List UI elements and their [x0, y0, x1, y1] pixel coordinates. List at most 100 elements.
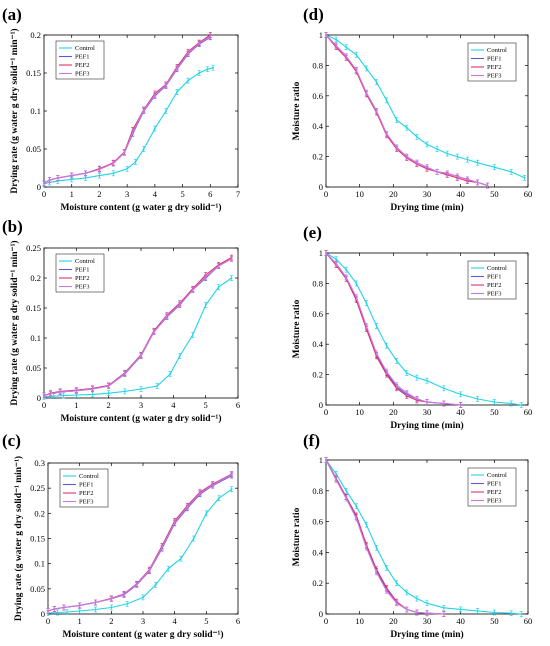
x-tick-label: 3	[139, 400, 143, 410]
y-tick-label: 0.2	[312, 152, 323, 162]
data-point	[493, 611, 496, 614]
data-point	[140, 354, 142, 357]
data-point	[62, 606, 65, 609]
y-tick-label: 0	[319, 400, 323, 410]
data-point	[345, 55, 348, 58]
data-point	[375, 81, 378, 84]
data-point	[476, 181, 479, 184]
series-line-pef1	[325, 34, 488, 187]
x-tick-label: 4	[153, 189, 158, 199]
x-tick-label: 40	[456, 407, 465, 417]
y-tick-label: 0.3	[34, 458, 45, 468]
data-point	[375, 546, 378, 549]
data-point	[198, 42, 201, 45]
data-point	[91, 388, 94, 390]
data-point	[110, 598, 113, 600]
y-tick-label: 0.25	[30, 483, 45, 493]
x-tick-label: 5	[204, 616, 208, 626]
data-point	[173, 521, 176, 524]
data-point	[204, 275, 207, 278]
y-tick-label: 0.2	[34, 508, 45, 518]
y-axis-label: Moisture ratio	[292, 81, 302, 140]
legend-label: PEF2	[79, 490, 93, 497]
data-point	[405, 608, 408, 611]
data-point	[49, 392, 52, 395]
data-point	[405, 126, 408, 129]
data-point	[456, 175, 459, 178]
x-tick-label: 10	[355, 407, 364, 417]
data-point	[59, 391, 62, 393]
data-point	[43, 394, 45, 397]
data-point	[56, 611, 59, 614]
legend-label: Control	[487, 265, 507, 272]
data-point	[98, 174, 101, 177]
x-tick-label: 30	[423, 189, 432, 199]
data-point	[230, 488, 233, 491]
x-tick-label: 20	[389, 189, 398, 199]
panel-letter: (c)	[2, 431, 21, 450]
data-point	[365, 546, 368, 549]
data-point	[70, 174, 73, 177]
data-point	[211, 484, 214, 487]
legend-label: Control	[487, 47, 507, 54]
y-tick-label: 0.6	[312, 517, 323, 527]
data-point	[75, 394, 78, 396]
legend-box	[59, 468, 109, 508]
y-axis-label: Drying rate (g water g dry solid⁻¹ min⁻¹…	[9, 240, 20, 405]
data-point	[84, 172, 87, 175]
y-tick-label: 1	[319, 30, 323, 40]
series-line-pef3	[325, 459, 444, 615]
data-point	[47, 610, 49, 612]
x-axis-label: Drying time (min)	[390, 202, 463, 213]
data-point	[375, 571, 378, 574]
y-tick-label: 0.8	[312, 278, 323, 288]
chart-panel-a: (a) 0 1 2 3 4 5 6 7 0 0.05 0.1 0.15 0.2 Moisture conte…	[2, 5, 240, 213]
data-point	[78, 610, 81, 612]
data-point	[325, 34, 327, 36]
data-point	[426, 379, 428, 382]
legend-label: PEF2	[487, 282, 501, 289]
legend-label: Control	[75, 258, 95, 265]
data-point	[395, 360, 398, 362]
x-tick-label: 60	[524, 616, 533, 626]
data-point	[355, 505, 358, 508]
data-point	[335, 472, 337, 475]
data-point	[365, 67, 368, 70]
data-point	[365, 325, 368, 327]
y-tick-label: 0.2	[30, 273, 41, 283]
data-point	[134, 161, 137, 163]
legend-label: PEF3	[487, 498, 501, 505]
data-point	[84, 176, 87, 179]
x-tick-label: 20	[389, 616, 398, 626]
x-tick-label: 5	[180, 189, 184, 199]
data-point	[355, 53, 358, 56]
data-point	[416, 597, 418, 600]
data-point	[148, 569, 151, 572]
legend-label: PEF2	[487, 64, 501, 71]
x-tick-label: 6	[236, 400, 240, 410]
y-tick-label: 0.1	[34, 559, 45, 569]
x-tick-label: 7	[236, 189, 240, 199]
chart-panel-b: (b) 0 1 2 3 4 5 6 0 0.05 0.1 0.15 0.2 0.25 Moisture co…	[2, 217, 240, 424]
data-point	[486, 184, 489, 187]
data-point	[345, 268, 348, 271]
data-point	[107, 392, 110, 395]
data-point	[142, 109, 145, 112]
y-tick-label: 0.4	[312, 121, 323, 131]
y-tick-label: 0.6	[312, 309, 323, 319]
data-point	[180, 557, 182, 560]
data-point	[395, 384, 398, 387]
y-tick-label: 0	[37, 393, 41, 403]
chart-panel-d: (d) 0 10 20 30 40 50 60 0 0.2 0.4 0.6 0.8 1 Drying tim…	[292, 5, 532, 213]
y-tick-label: 0	[41, 609, 45, 619]
data-point	[126, 603, 129, 605]
y-tick-label: 0.4	[312, 547, 323, 557]
data-point	[456, 155, 459, 158]
data-point	[385, 566, 388, 569]
data-point	[335, 262, 337, 265]
data-point	[78, 604, 81, 607]
x-axis-label: Drying time (min)	[390, 420, 463, 431]
x-tick-label: 1	[70, 189, 74, 199]
